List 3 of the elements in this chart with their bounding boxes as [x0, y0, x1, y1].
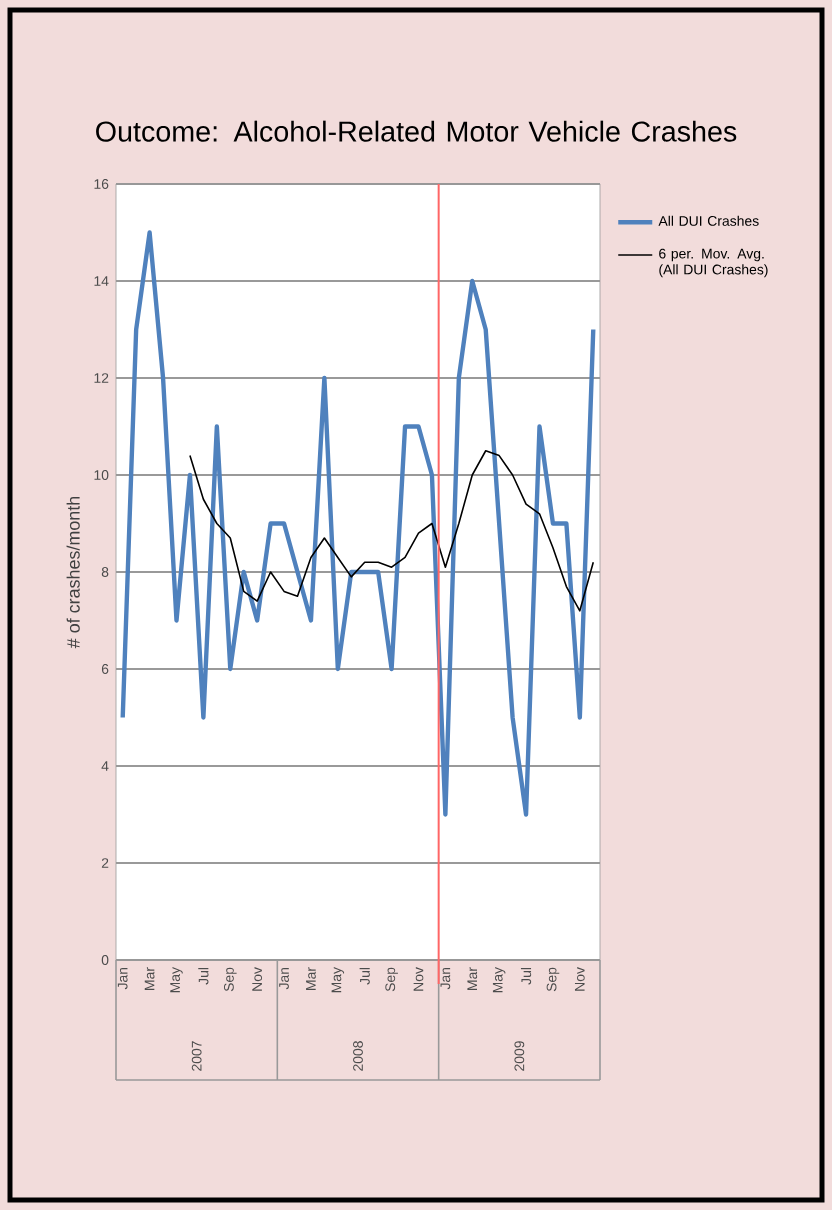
chart-title: Outcome: Alcohol-Related Motor Vehicle Crashes	[96, 120, 737, 142]
y-axis-title: # of crashes/month	[66, 496, 80, 649]
line-series	[189, 449, 595, 612]
